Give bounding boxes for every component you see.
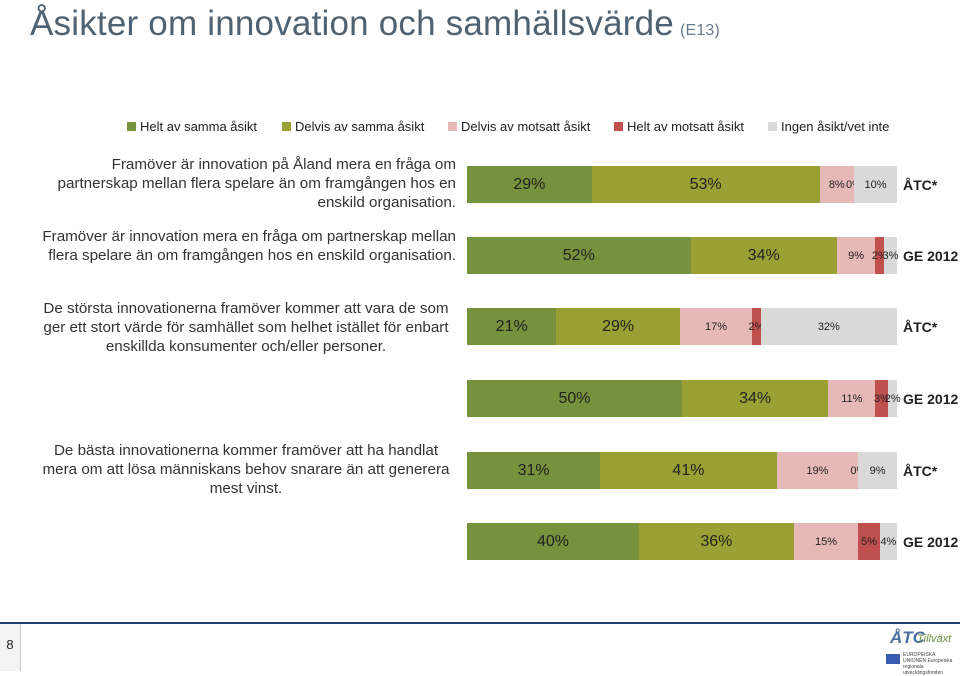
bar-segment: 19% [776,452,859,489]
data-label: 50% [558,389,591,407]
data-label: 53% [689,175,722,193]
category-label: GE 2012 [903,391,959,407]
legend-label: Delvis av motsatt åsikt [461,119,591,134]
legend-item: Delvis av samma åsikt [282,119,424,134]
bar-segment: 34% [690,237,837,274]
page-title: Åsikter om innovation och samhällsvärde (… [30,4,720,44]
bar-segment: 52% [467,237,691,274]
data-label: 31% [517,461,550,479]
data-label: 41% [672,461,705,479]
data-label: 3% [873,392,890,405]
data-label: 8% [828,178,845,191]
legend-item: Helt av samma åsikt [127,119,257,134]
question-1: Framöver är innovation på Åland mera en … [57,156,456,211]
legend: Helt av samma åsikt Delvis av samma åsikt… [0,119,960,137]
eu-text: EUROPEISKA UNIONEN Europeiska regionala … [903,652,953,676]
bar-segment: 53% [591,166,820,203]
legend-label: Helt av samma åsikt [140,119,258,134]
data-label: 29% [602,317,635,335]
title-code: (E13) [679,22,721,39]
page-number-box [0,624,21,671]
bar-segment: 5% [858,523,880,560]
page-number: 8 [6,637,14,652]
data-label: 11% [841,392,863,405]
legend-swatch [768,122,777,131]
category-label: ÅTC* [903,319,938,335]
data-label: 36% [700,532,733,550]
data-label: 19% [806,464,829,477]
bar-segment: 40% [467,523,639,560]
legend-swatch [282,122,291,131]
eu-flag-icon [886,654,900,664]
data-label: 10% [864,178,887,191]
bar-segment: 2% [872,237,888,274]
legend-label: Delvis av samma åsikt [295,119,425,134]
legend-swatch [614,122,623,131]
bar-segment: 9% [858,452,897,489]
data-label: 17% [705,320,728,333]
legend-item: Ingen åsikt/vet inte [768,119,889,134]
bar-segment: 36% [639,523,794,560]
category-label: GE 2012 [903,534,959,550]
data-label: 40% [536,532,570,550]
category-label: ÅTC* [903,177,938,193]
stacked-bar: 21% 29% 17% 2% 32% [467,308,897,345]
bar-segment: 3% [873,380,890,417]
data-label: 3% [882,249,899,262]
stacked-bar: 50% 34% 11% 3% 2% [467,380,901,417]
data-label: 2% [871,249,888,262]
data-label: 15% [815,535,838,548]
stacked-bar: 52% 34% 9% 2% 3% [467,237,899,274]
question-4: De bästa innovationerna kommer framöver … [42,442,450,497]
legend-label: Helt av motsatt åsikt [627,119,745,134]
data-label: 4% [880,535,897,548]
title-text: Åsikter om innovation och samhällsvärde [30,4,674,43]
data-label: 9% [848,249,865,262]
data-label: 52% [562,246,595,264]
bar-segment: 9% [836,237,876,274]
category-label: GE 2012 [903,248,959,264]
stacked-bar: 31%41%19%0%9% [467,452,897,489]
question-2: Framöver är innovation mera en fråga om … [42,228,456,264]
bar-segment: 3% [882,237,899,274]
data-label: 9% [869,464,886,477]
bar-segment: 21% [467,308,557,345]
footer-divider [0,622,960,624]
bar-segment: 2% [885,380,901,417]
bar-segment: 34% [682,380,829,417]
bar-segment: 29% [556,308,680,345]
data-label: 34% [747,246,780,264]
data-label: 21% [495,317,528,335]
bar-segment: 11% [828,380,876,417]
atc-logo: ÅTC [890,628,925,647]
bar-segment: 31% [467,452,601,489]
legend-item: Helt av motsatt åsikt [614,119,744,134]
legend-swatch [127,122,136,131]
data-label: 32% [817,320,840,333]
bar-segment: 50% [467,380,682,417]
bar-segment: 15% [793,523,859,560]
legend-swatch [448,122,457,131]
data-label: 34% [739,389,772,407]
bar-segment: 29% [467,166,592,203]
legend-label: Ingen åsikt/vet inte [781,119,890,134]
data-label: 29% [513,175,546,193]
data-label: 5% [861,535,877,548]
tillvaxt-logo-text: Tillväxt [917,633,952,645]
legend-item: Delvis av motsatt åsikt [448,119,590,134]
bar-segment: 4% [879,523,897,560]
bar-segment: 2% [749,308,764,345]
bar-segment: 17% [679,308,753,345]
stacked-bar: 29%53%8%0%10% [467,166,897,203]
data-label: 2% [884,392,901,405]
category-label: ÅTC* [903,463,938,479]
bar-segment: 41% [600,452,777,489]
question-3: De största innovationerna framöver komme… [43,300,449,355]
data-label: 2% [748,320,765,333]
bar-segment: 8% [819,166,854,203]
bar-segment: 32% [760,308,897,345]
stacked-bar: 40% 36% 15% 5% 4% [467,523,897,560]
bar-segment: 10% [853,166,897,203]
